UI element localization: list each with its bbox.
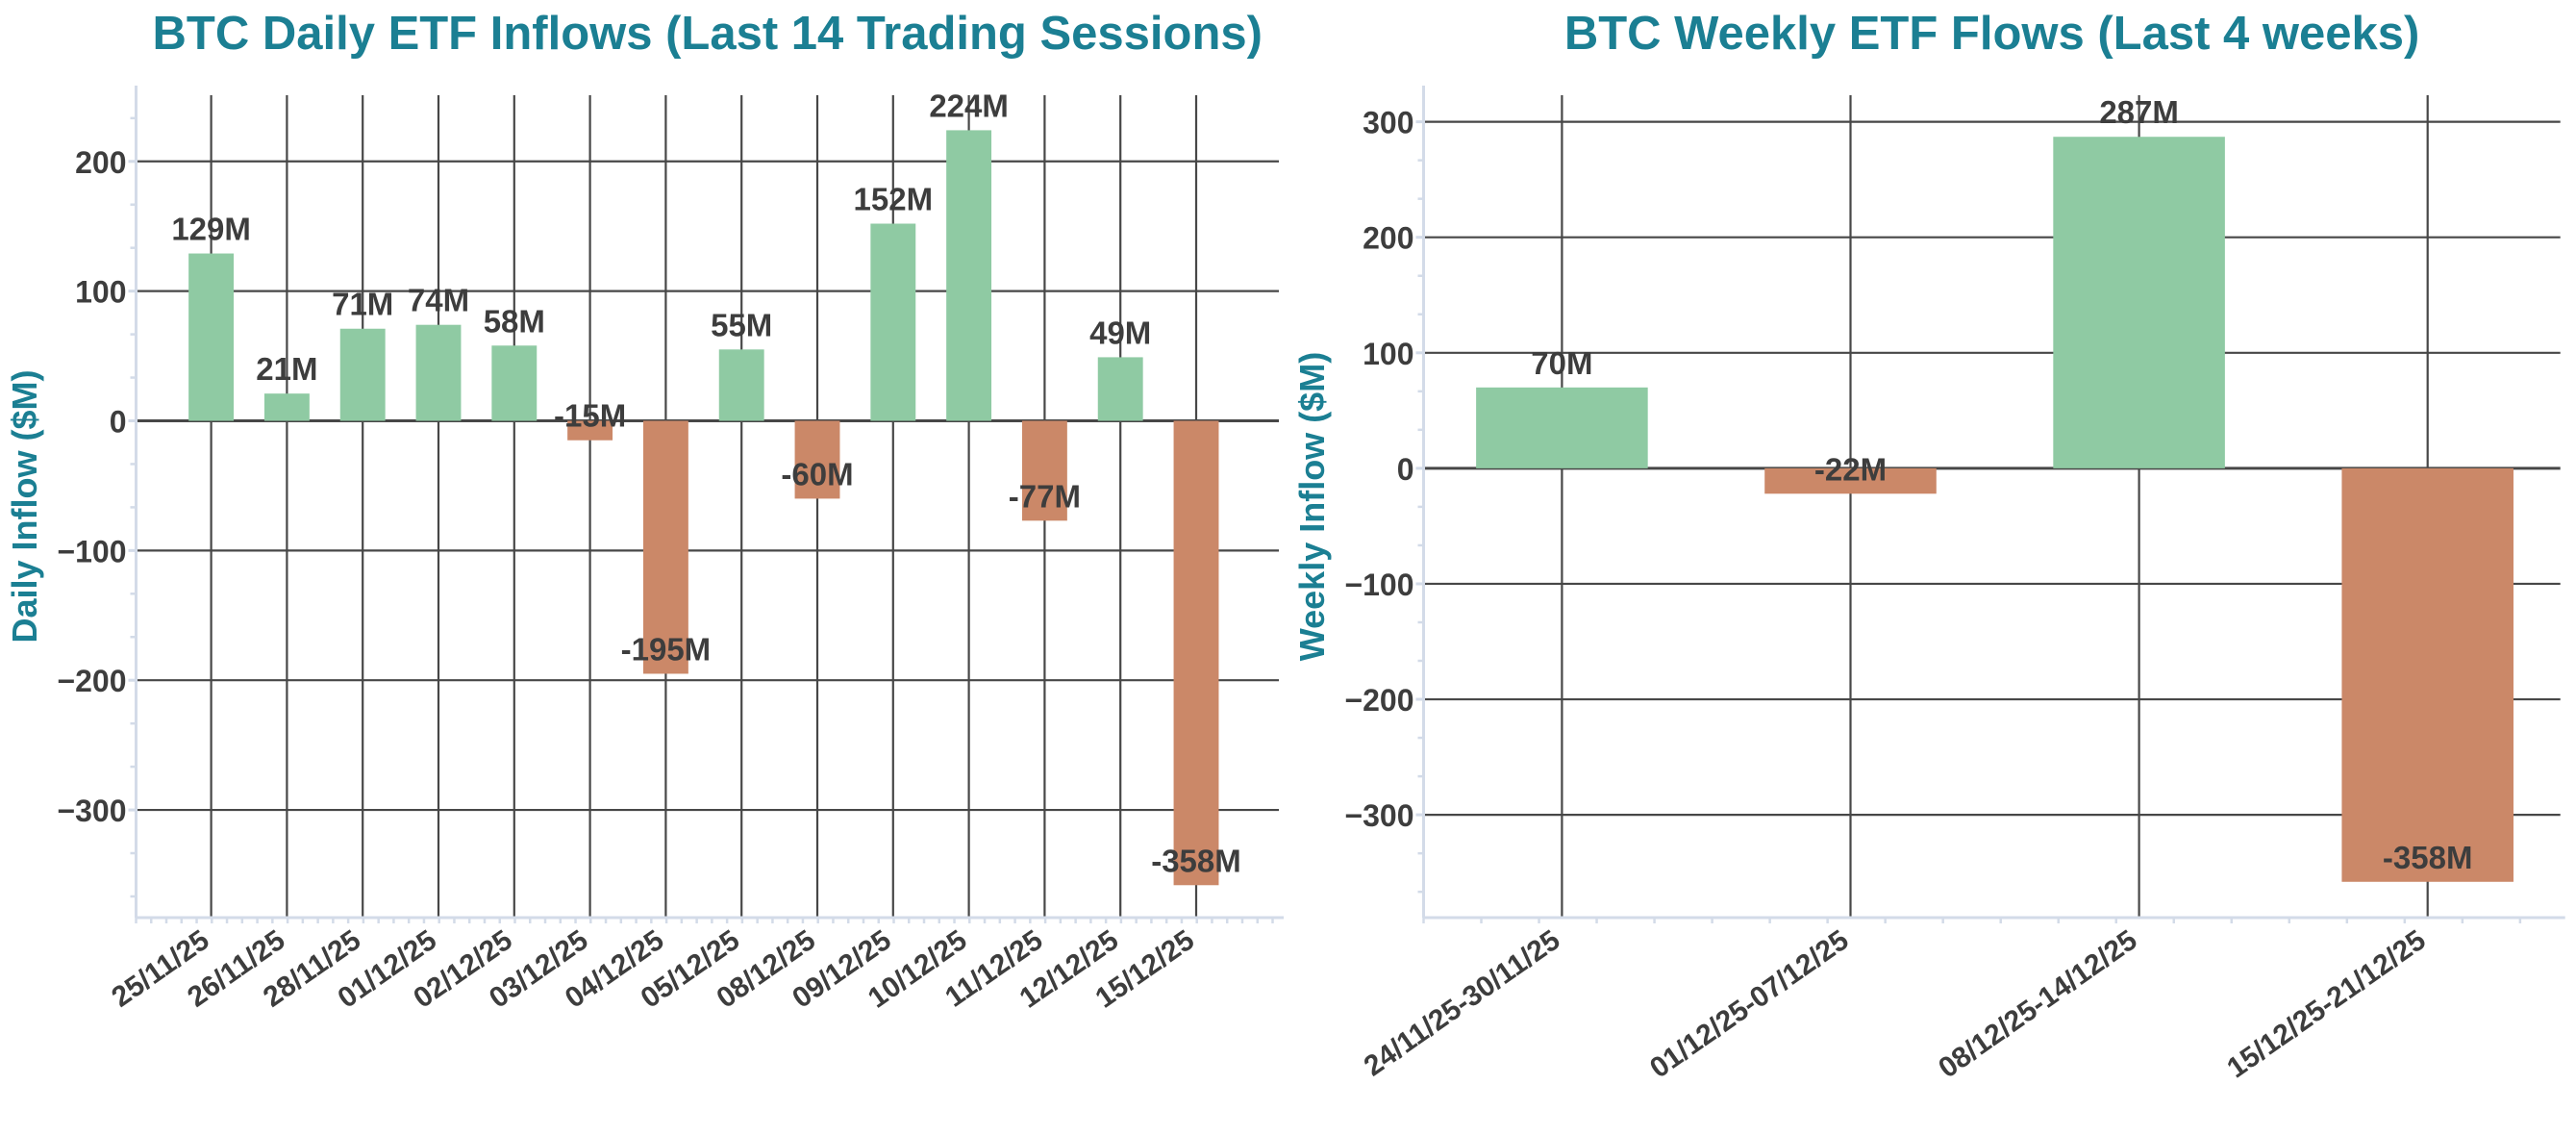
svg-text:100: 100 (75, 275, 126, 310)
svg-text:55M: 55M (711, 307, 772, 342)
svg-text:-195M: -195M (621, 631, 712, 667)
svg-text:−200: −200 (1344, 683, 1413, 718)
svg-text:287M: 287M (2099, 94, 2179, 130)
svg-text:224M: 224M (929, 88, 1009, 123)
svg-text:0: 0 (110, 404, 127, 439)
svg-text:74M: 74M (408, 283, 469, 318)
svg-text:−200: −200 (57, 664, 126, 698)
svg-text:-77M: -77M (1009, 478, 1081, 514)
svg-text:152M: 152M (854, 182, 934, 217)
svg-text:-358M: -358M (1151, 843, 1241, 878)
svg-text:-60M: -60M (781, 456, 853, 492)
svg-text:-22M: -22M (1814, 451, 1887, 487)
svg-text:−300: −300 (1344, 798, 1413, 833)
svg-text:−100: −100 (1344, 568, 1413, 602)
svg-text:70M: 70M (1531, 345, 1592, 381)
svg-text:129M: 129M (171, 212, 251, 247)
svg-text:BTC Daily ETF Inflows (Last 14: BTC Daily ETF Inflows (Last 14 Trading S… (153, 8, 1263, 60)
svg-text:Daily Inflow ($M): Daily Inflow ($M) (5, 369, 44, 643)
svg-text:BTC Weekly ETF Flows (Last 4 w: BTC Weekly ETF Flows (Last 4 weeks) (1564, 8, 2420, 60)
svg-text:200: 200 (75, 145, 126, 180)
svg-text:71M: 71M (332, 287, 393, 322)
svg-text:58M: 58M (484, 303, 545, 339)
svg-text:300: 300 (1363, 106, 1413, 140)
svg-text:49M: 49M (1089, 315, 1151, 350)
svg-text:-358M: -358M (2383, 840, 2473, 875)
svg-text:0: 0 (1397, 452, 1414, 487)
svg-text:−100: −100 (57, 534, 126, 568)
svg-text:−300: −300 (57, 794, 126, 828)
svg-text:-15M: -15M (554, 398, 626, 434)
svg-text:21M: 21M (256, 351, 317, 387)
svg-text:200: 200 (1363, 221, 1413, 256)
svg-text:Weekly Inflow ($M): Weekly Inflow ($M) (1292, 352, 1332, 661)
svg-text:100: 100 (1363, 337, 1413, 371)
